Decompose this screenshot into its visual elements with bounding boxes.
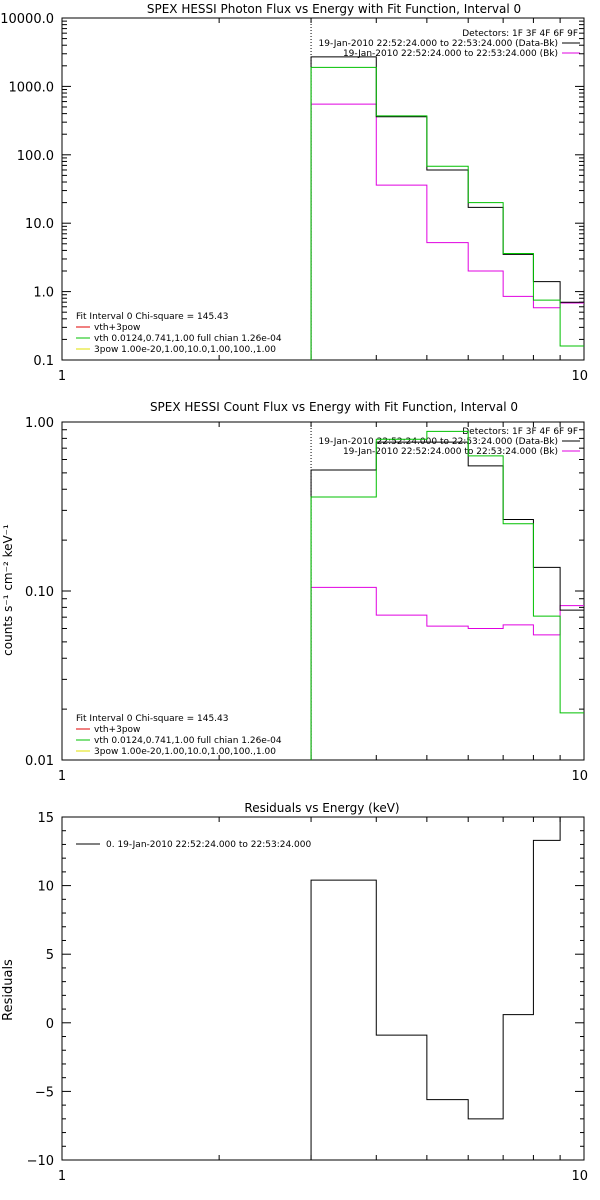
photon-flux-xtick-label: 1: [58, 369, 66, 384]
residuals-ytick-label: 10: [37, 880, 54, 895]
count-flux-fit-line-1: vth+3pow: [94, 725, 140, 735]
count-flux-detectors-label: Detectors: 1F 3F 4F 6F 9F: [462, 427, 578, 437]
photon-flux-panel: SPEX HESSI Photon Flux vs Energy with Fi…: [0, 2, 588, 384]
photon-flux-ytick-label: 10.0: [25, 217, 54, 232]
photon-flux-title: SPEX HESSI Photon Flux vs Energy with Fi…: [147, 2, 521, 16]
residuals-axes-frame: [61, 816, 585, 1161]
photon-flux-series-data-bk: [310, 56, 584, 360]
count-flux-fit-line-2: vth 0.0124,0.741,1.00 full chian 1.26e-0…: [94, 736, 282, 746]
photon-flux-legend-bk: 19-Jan-2010 22:52:24.000 to 22:53:24.000…: [343, 49, 558, 59]
count-flux-axes-frame: [61, 421, 585, 761]
photon-flux-ytick-label: 1000.0: [9, 80, 55, 95]
count-flux-ylabel: counts s⁻¹ cm⁻² keV⁻¹: [1, 524, 15, 656]
photon-flux-ytick-label: 100.0: [17, 149, 54, 164]
count-flux-ytick-label: 1.00: [25, 416, 54, 431]
count-flux-ytick-label: 0.10: [25, 585, 54, 600]
photon-flux-fit-header: Fit Interval 0 Chi-square = 145.43: [76, 312, 228, 322]
count-flux-xtick-label: 10: [571, 769, 588, 784]
count-flux-legend-bk: 19-Jan-2010 22:52:24.000 to 22:53:24.000…: [343, 447, 558, 457]
count-flux-series-vth-model: [310, 430, 584, 760]
count-flux-xtick-label: 1: [58, 769, 66, 784]
photon-flux-ytick-label: 1.0: [33, 286, 54, 301]
photon-flux-ytick-label: 10000.0: [0, 12, 54, 27]
photon-flux-series-vth-model: [310, 66, 584, 360]
count-flux-fit-line-3: 3pow 1.00e-20,1.00,10.0,1.00,100.,1.00: [94, 747, 276, 757]
residuals-ytick-label: 15: [37, 811, 54, 826]
residuals-ylabel: Residuals: [1, 959, 16, 1021]
residuals-ytick-label: −5: [35, 1085, 54, 1100]
count-flux-fit-header: Fit Interval 0 Chi-square = 145.43: [76, 714, 228, 724]
photon-flux-fit-line-1: vth+3pow: [94, 323, 140, 333]
residuals-ytick-label: 5: [46, 948, 54, 963]
count-flux-panel: SPEX HESSI Count Flux vs Energy with Fit…: [1, 400, 588, 784]
residuals-ytick-label: −10: [27, 1154, 54, 1169]
count-flux-series-bk: [310, 586, 584, 760]
photon-flux-fit-line-3: 3pow 1.00e-20,1.00,10.0,1.00,100.,1.00: [94, 345, 276, 355]
residuals-legend-entry: 0. 19-Jan-2010 22:52:24.000 to 22:53:24.…: [106, 840, 311, 850]
residuals-title: Residuals vs Energy (keV): [244, 801, 399, 815]
residuals-ytick-label: 0: [46, 1017, 54, 1032]
photon-flux-xtick-label: 10: [571, 369, 588, 384]
count-flux-title: SPEX HESSI Count Flux vs Energy with Fit…: [150, 400, 518, 414]
photon-flux-ytick-label: 0.1: [33, 354, 54, 369]
photon-flux-series-bk: [310, 103, 584, 360]
count-flux-series-data-bk: [310, 441, 584, 760]
count-flux-ytick-label: 0.01: [25, 754, 54, 769]
residuals-panel: Residuals vs Energy (keV) 0. 19-Jan-2010…: [1, 801, 588, 1184]
residuals-xtick-label: 10: [571, 1169, 588, 1184]
photon-flux-detectors-label: Detectors: 1F 3F 4F 6F 9F: [462, 29, 578, 39]
photon-flux-fit-line-2: vth 0.0124,0.741,1.00 full chian 1.26e-0…: [94, 334, 282, 344]
photon-flux-legend-data-bk: 19-Jan-2010 22:52:24.000 to 22:53:24.000…: [319, 39, 558, 49]
residuals-xtick-label: 1: [58, 1169, 66, 1184]
photon-flux-axes-frame: [61, 17, 585, 361]
residuals-series-residuals: [310, 816, 584, 1160]
